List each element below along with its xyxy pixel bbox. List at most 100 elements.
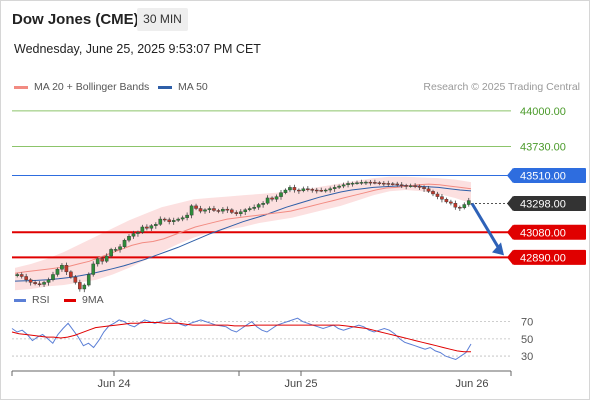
- candle-body: [386, 183, 391, 185]
- candle-body: [212, 208, 216, 211]
- candle-body: [422, 187, 426, 189]
- candle-body: [216, 210, 221, 212]
- candle-body: [301, 188, 306, 191]
- candle-body: [95, 258, 100, 265]
- candle-body: [270, 197, 274, 200]
- legend-rsi: RSI: [14, 294, 50, 306]
- candle-body: [283, 189, 288, 193]
- candle-body: [194, 205, 198, 209]
- credit-text: Research © 2025 Trading Central: [423, 81, 580, 93]
- candle-body: [306, 188, 310, 190]
- candle-body: [382, 182, 386, 185]
- candle-body: [462, 204, 467, 209]
- rsi-tick-label-30: 30: [521, 351, 533, 363]
- level-label-0: 44000.00: [520, 106, 566, 118]
- candle-body: [458, 206, 462, 209]
- level-badge-tip-4: [507, 224, 513, 240]
- rsi-line: [11, 317, 472, 361]
- candle-body: [118, 246, 122, 250]
- level-badge-tip-2: [507, 168, 513, 184]
- candle-body: [230, 209, 234, 213]
- timeframe-button[interactable]: 30 MIN: [137, 8, 188, 31]
- level-label-1: 43730.00: [520, 141, 566, 153]
- candle-body: [55, 269, 60, 275]
- x-tick-label-1: Jun 25: [284, 378, 317, 390]
- candle-body: [198, 208, 203, 212]
- level-badge-tip-3: [507, 195, 513, 211]
- level-label-2: 43510.00: [520, 171, 566, 183]
- bollinger-band-area: [15, 176, 471, 291]
- candle-body: [319, 190, 324, 192]
- candle-body: [359, 182, 364, 184]
- candle-body: [185, 214, 189, 218]
- candle-body: [28, 279, 33, 283]
- candle-body: [69, 271, 73, 278]
- candle-body: [426, 188, 431, 192]
- rsi-swatch: [14, 298, 26, 302]
- ma50-swatch: [158, 85, 172, 89]
- candle-body: [431, 191, 435, 195]
- candle-body: [444, 199, 449, 203]
- candle-body: [341, 184, 346, 187]
- level-badge-5: [513, 249, 586, 265]
- candle-body: [140, 226, 145, 233]
- legend-9ma-label: 9MA: [82, 294, 104, 306]
- level-badge-3: [513, 195, 586, 211]
- level-label-3: 43298.00: [520, 198, 566, 210]
- candle-body: [100, 258, 104, 262]
- candle-body: [368, 181, 373, 184]
- candle-body: [37, 283, 42, 285]
- candle-body: [113, 249, 118, 251]
- candle-body: [149, 225, 154, 229]
- legend-ma50-label: MA 50: [178, 81, 208, 93]
- candle-body: [350, 182, 355, 185]
- x-tick-label-2: Jun 26: [455, 378, 488, 390]
- rsi-9ma-line: [11, 322, 471, 353]
- candle-body: [440, 196, 444, 200]
- candle-body: [78, 282, 82, 290]
- candle-body: [288, 187, 292, 191]
- candle-body: [404, 185, 408, 187]
- legend-rsi-label: RSI: [32, 294, 50, 306]
- candle-body: [297, 189, 301, 192]
- candle-body: [247, 208, 252, 211]
- instrument-title: Dow Jones (CME): [12, 11, 139, 28]
- candle-body: [104, 255, 109, 262]
- candle-body: [395, 183, 400, 186]
- rsi-tick-label-50: 50: [521, 334, 533, 346]
- candle-body: [19, 274, 24, 277]
- candle-body: [466, 200, 471, 205]
- candle-body: [328, 188, 332, 191]
- ma20-line: [14, 183, 472, 274]
- candle-body: [399, 184, 404, 186]
- candle-body: [390, 183, 395, 185]
- candle-body: [60, 265, 64, 270]
- level-badge-4: [513, 224, 586, 240]
- ma9-swatch: [64, 298, 76, 302]
- candle-body: [234, 212, 239, 214]
- candle-body: [279, 192, 283, 197]
- candle-body: [136, 232, 140, 234]
- candle-body: [189, 205, 194, 216]
- candle-body: [274, 196, 279, 200]
- candle-body: [73, 276, 78, 283]
- candle-body: [33, 282, 37, 284]
- forecast-arrow-shaft: [470, 202, 502, 252]
- candle-body: [221, 208, 225, 212]
- candle-body: [46, 279, 51, 283]
- candle-body: [207, 208, 212, 211]
- candle-body: [355, 182, 359, 184]
- candle-body: [323, 189, 328, 192]
- ma50-line: [14, 185, 472, 282]
- candle-body: [167, 219, 172, 222]
- candle-body: [15, 274, 20, 277]
- candle-body: [127, 236, 131, 241]
- candle-body: [51, 274, 55, 280]
- level-label-5: 42890.00: [520, 252, 566, 264]
- level-badge-tip-5: [507, 249, 513, 265]
- candle-body: [122, 239, 127, 247]
- candle-body: [373, 182, 377, 184]
- candle-body: [292, 187, 297, 191]
- timestamp: Wednesday, June 25, 2025 9:53:07 PM CET: [14, 42, 261, 56]
- candle-body: [91, 263, 96, 275]
